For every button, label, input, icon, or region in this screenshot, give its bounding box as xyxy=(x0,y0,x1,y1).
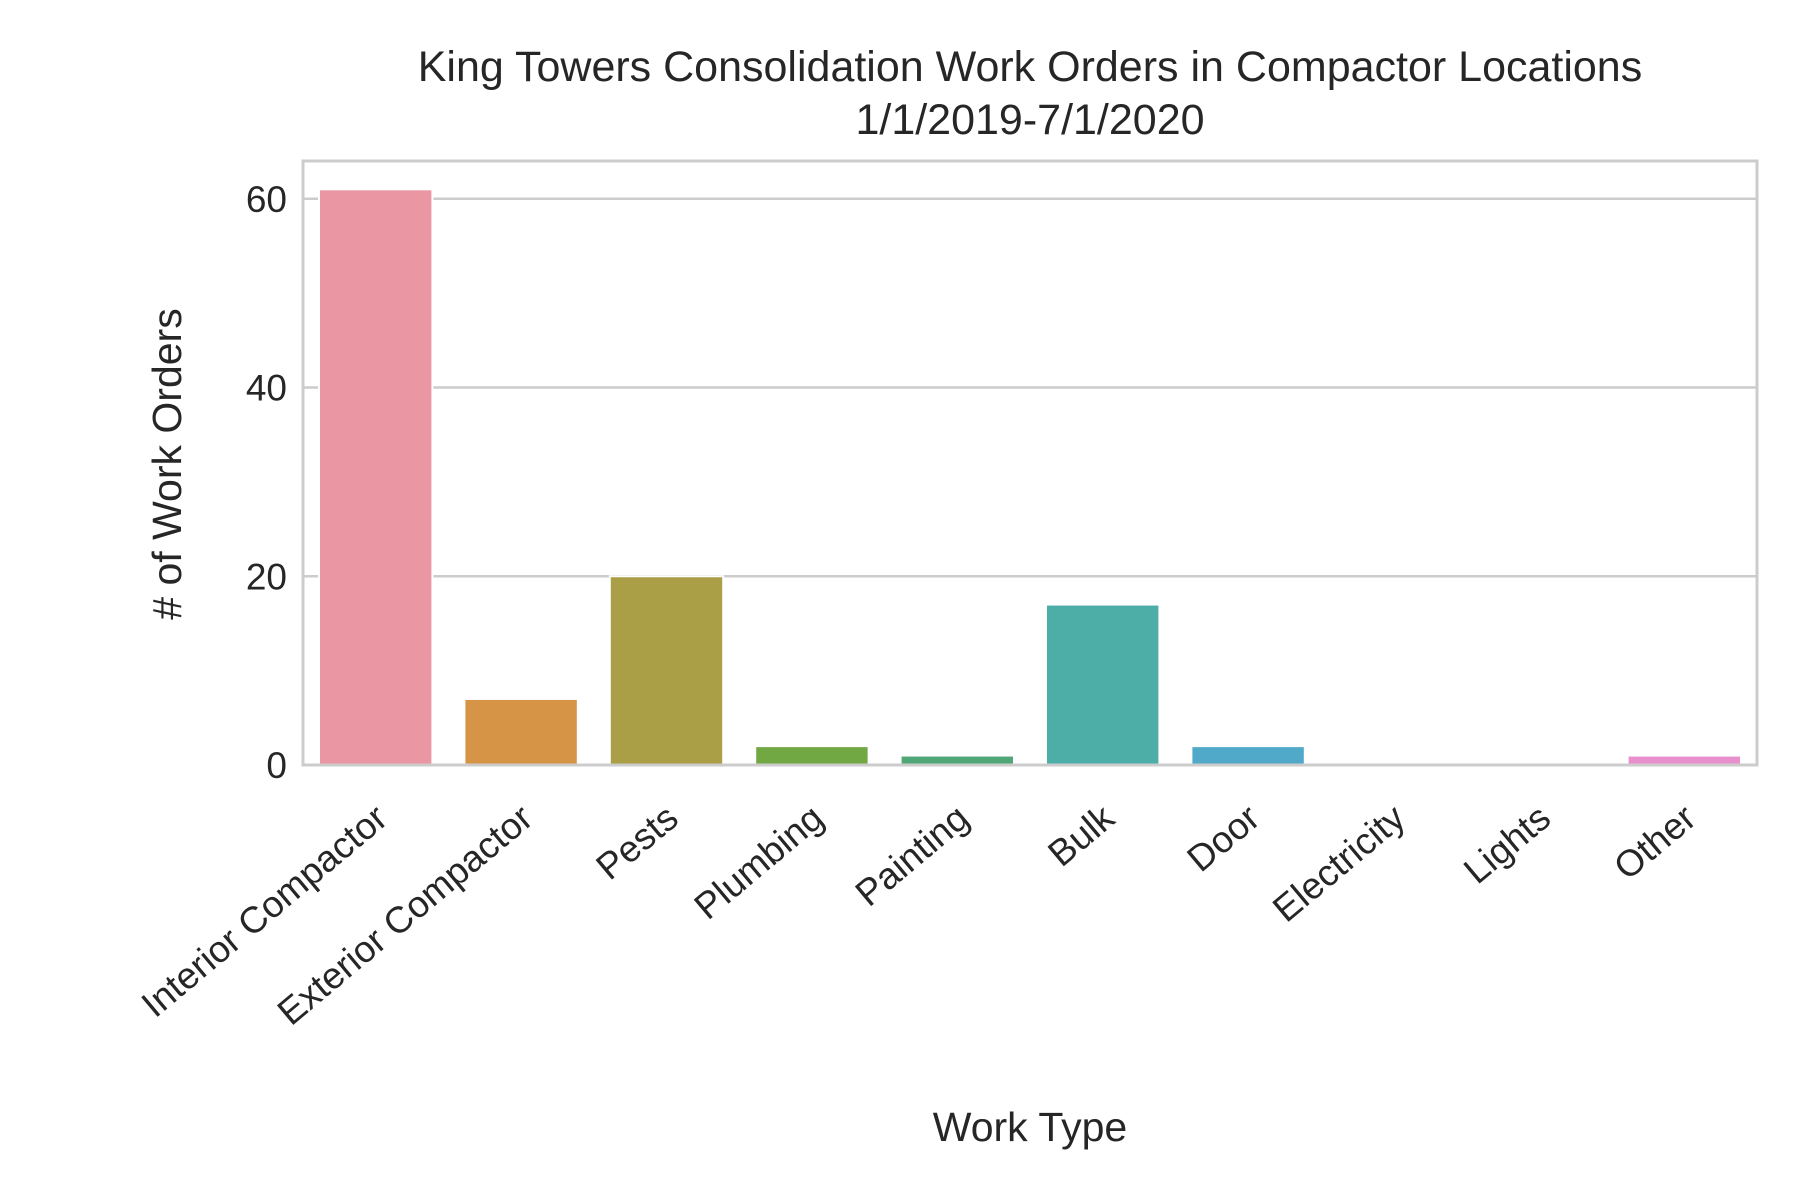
x-tick-label: Other xyxy=(1606,797,1703,888)
bar-plumbing xyxy=(754,745,870,766)
x-tick-label: Pests xyxy=(588,797,685,888)
x-tick-label: Interior Compactor xyxy=(134,797,395,1025)
x-tick-label: Electricity xyxy=(1265,796,1413,929)
x-tick-label: Lights xyxy=(1456,797,1558,892)
bar-exterior-compactor xyxy=(463,697,579,766)
bar-pests xyxy=(608,575,725,766)
y-tick-labels: 0 20 40 60 xyxy=(246,179,287,786)
y-tick-label: 40 xyxy=(246,368,287,409)
bar-interior-compactor xyxy=(317,188,434,766)
y-tick-label: 60 xyxy=(246,179,287,220)
y-tick-label: 20 xyxy=(246,556,287,597)
x-tick-label: Exterior Compactor xyxy=(270,797,541,1033)
x-tick-label: Painting xyxy=(848,797,977,914)
y-axis-label: # of Work Orders xyxy=(144,308,190,619)
y-tick-label: 0 xyxy=(266,745,287,786)
bar-bulk xyxy=(1044,603,1161,766)
chart-subtitle: 1/1/2019-7/1/2020 xyxy=(855,96,1204,144)
x-tick-label: Door xyxy=(1179,797,1267,880)
plot-frame xyxy=(301,159,1759,767)
x-tick-label: Bulk xyxy=(1040,796,1122,874)
gridlines xyxy=(303,197,1757,767)
bar-door xyxy=(1190,745,1306,766)
x-tick-label: Plumbing xyxy=(687,797,832,928)
bars xyxy=(317,188,1743,766)
chart-title: King Towers Consolidation Work Orders in… xyxy=(418,43,1642,91)
x-axis-label: Work Type xyxy=(933,1104,1127,1150)
